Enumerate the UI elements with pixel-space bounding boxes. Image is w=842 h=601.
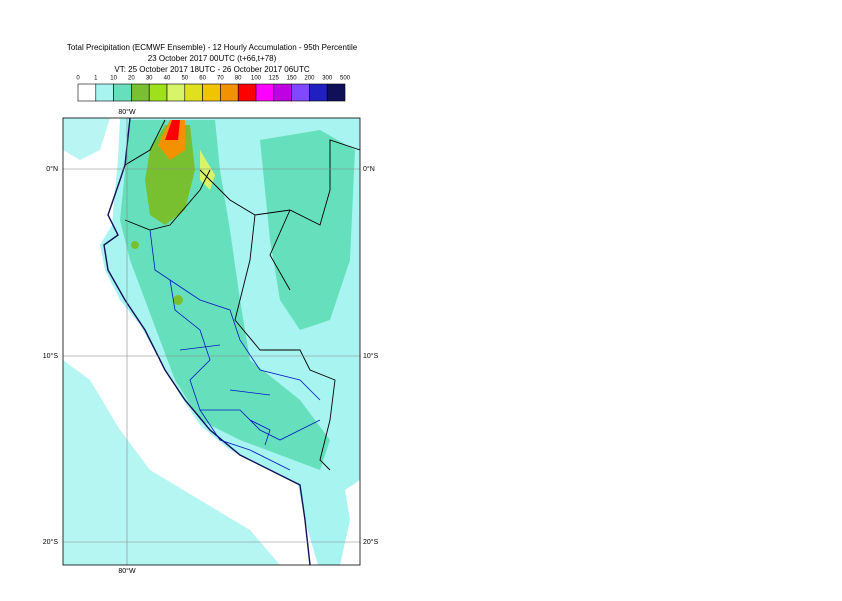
colorbar-box — [237, 83, 257, 102]
lon-label: 80°W — [118, 108, 136, 116]
colorbar-box — [202, 83, 221, 102]
precipitation — [63, 118, 360, 565]
colorbar-label: 300 — [322, 76, 333, 82]
title: Total Precipitation (ECMWF Ensemble) - 1… — [67, 43, 358, 52]
lat-label: 0°N — [46, 165, 58, 173]
colorbar-label: 10 — [110, 76, 117, 82]
colorbar-box — [184, 83, 203, 102]
colorbar-box — [95, 83, 114, 102]
colorbar-label: 125 — [269, 76, 280, 82]
map: 80°W 80°W 0°N 10°S 20°S 0°N 10°S 20°S — [43, 108, 379, 575]
colorbar-label: 200 — [304, 76, 315, 82]
lon-label: 80°W — [118, 567, 136, 575]
valid-time: VT: 25 October 2017 18UTC - 26 October 2… — [114, 65, 309, 74]
colorbar-label: 80 — [235, 76, 242, 82]
colorbar-box — [309, 83, 328, 102]
colorbar-box — [326, 83, 346, 102]
boundaries — [103, 118, 360, 565]
colorbar-box — [220, 83, 239, 102]
colorbar: 0 1 10 20 30 40 50 60 70 80 100 125 150 200 300 500 — [76, 76, 351, 102]
lat-label: 10°S — [363, 352, 379, 360]
lat-label: 0°N — [363, 165, 375, 173]
colorbar-label: 20 — [128, 76, 135, 82]
lat-label: 20°S — [363, 538, 379, 546]
colorbar-label: 100 — [251, 76, 262, 82]
colorbar-label: 0 — [76, 76, 80, 82]
colorbar-box — [113, 83, 132, 102]
colorbar-label: 1 — [94, 76, 98, 82]
lat-label: 20°S — [43, 538, 59, 546]
colorbar-label: 40 — [164, 76, 171, 82]
lat-label: 10°S — [43, 352, 59, 360]
graticule — [63, 118, 360, 565]
colorbar-box — [255, 83, 275, 102]
colorbar-label: 50 — [181, 76, 188, 82]
colorbar-label: 60 — [199, 76, 206, 82]
colorbar-box — [166, 83, 186, 102]
colorbar-box — [291, 83, 310, 102]
colorbar-label: 70 — [217, 76, 224, 82]
colorbar-box — [273, 83, 292, 102]
colorbar-box — [148, 83, 168, 102]
colorbar-label: 500 — [340, 76, 351, 82]
colorbar-box — [77, 83, 97, 102]
base-time: 23 October 2017 00UTC (t+66,t+78) — [148, 54, 277, 63]
colorbar-box — [131, 83, 150, 102]
colorbar-label: 150 — [287, 76, 298, 82]
colorbar-label: 30 — [146, 76, 153, 82]
